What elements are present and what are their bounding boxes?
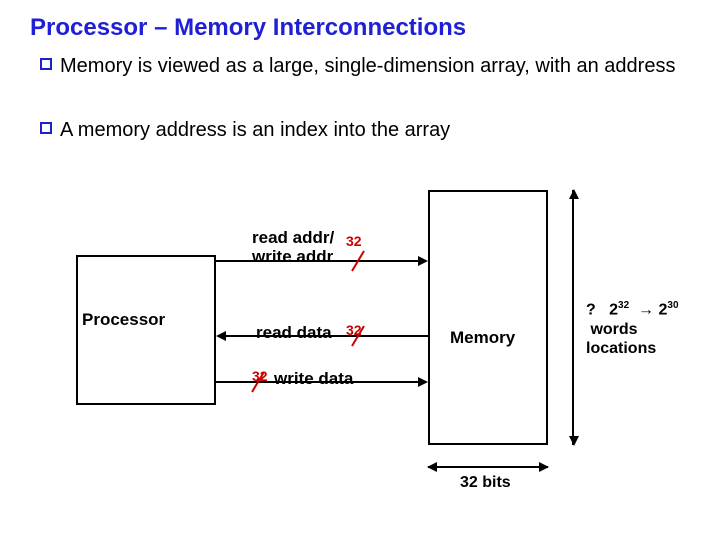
rdata-bus-text: read data — [256, 324, 332, 343]
formula-base1: 2 — [609, 301, 618, 318]
words-formula: ? 232 → 230 words locations — [586, 300, 720, 358]
bullet-2-text: A memory address is an index into the ar… — [60, 119, 450, 141]
bullet-1: Memory is viewed as a large, single-dime… — [40, 54, 680, 79]
addr-slash-icon — [350, 249, 366, 273]
memory-height-arrow — [572, 190, 574, 445]
addr-bus-text: read addr/ write addr — [252, 229, 334, 266]
processor-label: Processor — [82, 310, 165, 330]
formula-exp1: 32 — [618, 300, 629, 311]
formula-locations: locations — [586, 340, 656, 357]
formula-exp2: 30 — [667, 300, 678, 311]
bullet-square-icon — [40, 122, 52, 134]
memory-width-label: 32 bits — [460, 474, 511, 492]
wdata-bus-width: 32 — [252, 368, 268, 384]
bullet-square-icon — [40, 58, 52, 70]
addr-bus-width: 32 — [346, 233, 362, 249]
addr-line2: write addr — [252, 247, 333, 266]
processor-box — [76, 255, 216, 405]
formula-words: words — [590, 321, 637, 338]
memory-width-arrow — [428, 466, 548, 468]
wdata-bus-text: write data — [274, 370, 353, 389]
bullet-2: A memory address is an index into the ar… — [40, 118, 680, 143]
formula-arrow-icon: → — [638, 301, 654, 318]
memory-label: Memory — [450, 328, 515, 348]
bullet-1-text: Memory is viewed as a large, single-dime… — [60, 55, 675, 77]
memory-box — [428, 190, 548, 445]
formula-q: ? — [586, 301, 596, 318]
addr-line1: read addr/ — [252, 228, 334, 247]
page-title: Processor – Memory Interconnections — [30, 14, 466, 42]
rdata-bus-width: 32 — [346, 322, 362, 338]
